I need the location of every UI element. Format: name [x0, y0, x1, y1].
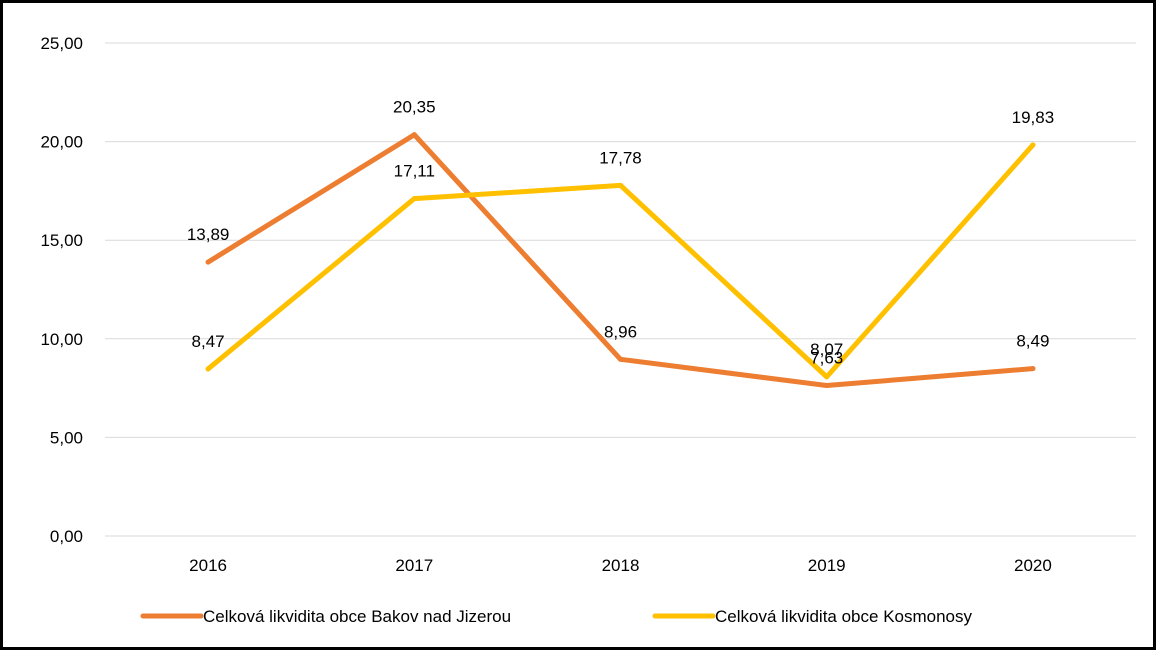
y-tick-label: 0,00: [50, 527, 83, 546]
x-tick-label: 2019: [808, 556, 846, 575]
data-label: 17,78: [599, 148, 642, 167]
x-tick-label: 2018: [602, 556, 640, 575]
y-axis-ticks: 0,00 5,00 10,00 15,00 20,00 25,00: [40, 34, 83, 546]
series-line-1: [205, 132, 1036, 389]
data-label: 17,11: [394, 162, 435, 181]
series-lines: [205, 132, 1036, 389]
data-point: [824, 383, 830, 389]
data-point: [411, 196, 417, 202]
gridlines: [105, 42, 1136, 537]
data-point: [618, 182, 623, 188]
data-label: 8,96: [604, 322, 637, 341]
data-label: 7,63: [810, 349, 843, 368]
data-point: [824, 374, 830, 380]
data-label: 19,83: [1012, 108, 1055, 127]
data-label: 8,49: [1016, 332, 1049, 351]
data-labels: 13,89 20,35 8,96 7,63 8,49 8,47 17,11 17,78 8,07…: [187, 98, 1054, 368]
x-tick-label: 2017: [395, 556, 433, 575]
x-tick-label: 2016: [189, 556, 227, 575]
legend: Celková likvidita obce Bakov nad Jizerou…: [140, 607, 973, 626]
legend-label: Celková likvidita obce Bakov nad Jizerou: [203, 607, 511, 626]
data-point: [1030, 366, 1036, 372]
data-label: 20,35: [393, 98, 436, 117]
data-point: [205, 259, 211, 265]
x-tick-label: 2020: [1014, 556, 1052, 575]
y-tick-label: 5,00: [50, 428, 83, 447]
legend-label: Celková likvidita obce Kosmonosy: [715, 607, 973, 626]
series-line-2: [205, 142, 1036, 380]
data-label: 13,89: [187, 225, 230, 244]
data-point: [411, 132, 417, 138]
data-point: [618, 356, 623, 362]
data-point: [1030, 142, 1036, 148]
data-point: [205, 366, 211, 372]
data-label: 8,07: [810, 340, 843, 359]
y-tick-label: 15,00: [40, 231, 83, 250]
y-tick-label: 10,00: [40, 330, 83, 349]
data-label: 8,47: [192, 332, 225, 351]
y-tick-label: 25,00: [40, 34, 83, 53]
x-axis-ticks: 2016 2017 2018 2019 2020: [189, 556, 1052, 575]
y-tick-label: 20,00: [40, 133, 83, 152]
